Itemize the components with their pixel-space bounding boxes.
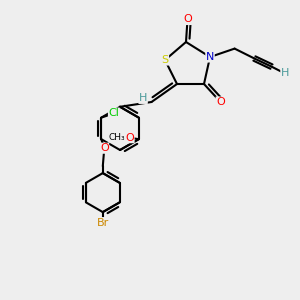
Text: O: O [100,143,109,153]
Text: O: O [183,14,192,25]
Text: Br: Br [97,218,109,228]
Text: O: O [216,97,225,107]
Text: S: S [161,55,169,65]
Text: O: O [125,133,134,143]
Text: Cl: Cl [109,108,119,118]
Text: N: N [206,52,214,62]
Text: H: H [281,68,289,79]
Text: H: H [139,93,147,103]
Text: CH₃: CH₃ [109,133,125,142]
